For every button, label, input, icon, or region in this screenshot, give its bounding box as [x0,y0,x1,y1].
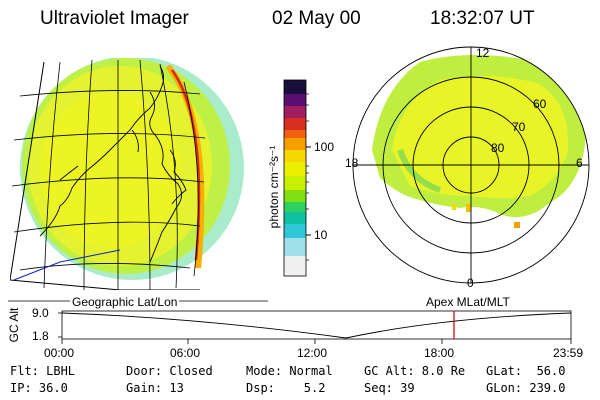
info-ip: IP: 36.0 [10,381,68,395]
timeline-x-tick-3: 18:00 [424,346,455,360]
polar-ring-60: 60 [533,97,547,111]
instrument-title: Ultraviolet Imager [40,8,189,29]
timeline-x-tick-1: 06:00 [170,346,201,360]
geographic-section-label: Geographic Lat/Lon [70,295,180,309]
timeline-x-tick-4: 23:59 [553,346,584,360]
polar-label-0: 0 [467,276,474,290]
earth-globe-image [10,58,244,290]
timeline-x-tick-0: 00:00 [44,346,75,360]
info-gcalt: GC Alt: 8.0 Re [364,364,466,378]
timeline-ylabel: GC Alt [7,307,21,343]
timeline-y-bottom: 1.8 [32,329,49,343]
colorbar-unit-label: photon cm⁻²s⁻¹ [267,145,281,229]
polar-label-6: 6 [576,156,583,170]
polar-label-12: 12 [476,46,490,60]
info-door: Door: Closed [126,364,213,378]
info-seq: Seq: 39 [364,381,415,395]
polar-label-18: 18 [345,156,359,170]
time-label: 18:32:07 UT [430,8,535,29]
info-glon: GLon: 239.0 [486,381,566,395]
polar-plot [352,46,590,284]
apex-section-label: Apex MLat/MLT [424,295,512,309]
timeline-x-tick-2: 12:00 [297,346,328,360]
colorbar-tick-100: 100 [314,140,335,154]
colorbar-tick-10: 10 [314,228,328,242]
colorbar [283,79,311,277]
polar-ring-80: 80 [491,141,505,155]
info-dsp: Dsp: 5.2 [246,381,326,395]
info-mode: Mode: Normal [246,364,333,378]
date-label: 02 May 00 [272,8,361,29]
info-gain: Gain: 13 [126,381,184,395]
timeline-y-top: 9.0 [32,306,49,320]
polar-ring-70: 70 [512,120,526,134]
info-flt: Flt: LBHL [10,364,76,378]
gc-altitude-timeline [58,310,572,344]
info-glat: GLat: 56.0 [486,364,566,378]
